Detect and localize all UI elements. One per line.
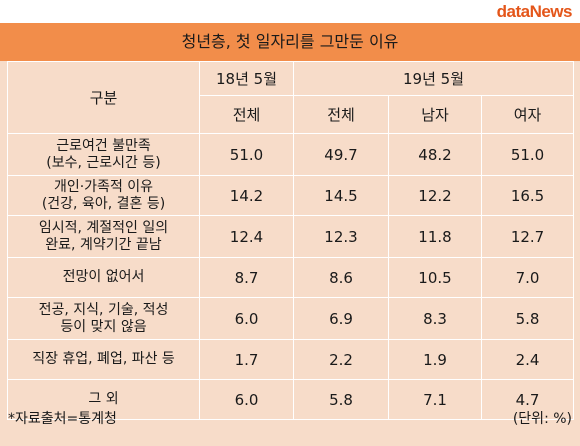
table-cell: 8.3 [388, 297, 482, 340]
header-category: 구분 [7, 61, 200, 134]
table-cell: 49.7 [293, 133, 389, 176]
table-row: 근로여건 불만족 (보수, 근로시간 등) 51.0 49.7 48.2 51.0 [7, 133, 575, 176]
table-cell: 2.2 [293, 339, 389, 380]
table-cell: 8.6 [293, 257, 389, 298]
table-cell: 48.2 [388, 133, 482, 176]
table-cell: 16.5 [480, 175, 575, 216]
chart-title: 청년층, 첫 일자리를 그만둔 이유 [0, 23, 580, 61]
row-label: 개인·가족적 이유 (건강, 육아, 결혼 등) [7, 175, 200, 216]
table-row: 개인·가족적 이유 (건강, 육아, 결혼 등) 14.2 14.5 12.2 1… [7, 175, 575, 216]
table-cell: 4.7 [480, 379, 575, 420]
table-cell: 6.0 [199, 297, 294, 340]
row-label: 근로여건 불만족 (보수, 근로시간 등) [7, 133, 200, 176]
table-row: 전망이 없어서 8.7 8.6 10.5 7.0 [7, 257, 575, 298]
data-table: 구분 18년 5월 19년 5월 전체 전체 남자 여자 근로여건 불만족 (보수… [7, 61, 575, 420]
header-period-2018: 18년 5월 [199, 61, 294, 96]
table-row: 임시적, 계절적인 일의 완료, 계약기간 끝남 12.4 12.3 11.8 1… [7, 215, 575, 258]
table-cell: 5.8 [480, 297, 575, 340]
header-2019-male: 남자 [388, 95, 482, 134]
table-cell: 51.0 [199, 133, 294, 176]
row-label: 그 외 [7, 379, 200, 420]
table-cell: 14.5 [293, 175, 389, 216]
table-cell: 1.7 [199, 339, 294, 380]
header-2018-total: 전체 [199, 95, 294, 134]
table-row: 전공, 지식, 기술, 적성 등이 맞지 않음 6.0 6.9 8.3 5.8 [7, 297, 575, 340]
table-cell: 10.5 [388, 257, 482, 298]
source-note: *자료출처=통계청 [8, 411, 117, 427]
row-label: 임시적, 계절적인 일의 완료, 계약기간 끝남 [7, 215, 200, 258]
table-cell: 7.1 [388, 379, 482, 420]
table-cell: 7.0 [480, 257, 575, 298]
table-cell: 11.8 [388, 215, 482, 258]
datanews-logo: dataNews [496, 2, 573, 21]
table-cell: 5.8 [293, 379, 389, 420]
table-cell: 6.9 [293, 297, 389, 340]
row-label: 직장 휴업, 폐업, 파산 등 [7, 339, 200, 380]
table-cell: 8.7 [199, 257, 294, 298]
table-cell: 12.4 [199, 215, 294, 258]
row-label: 전공, 지식, 기술, 적성 등이 맞지 않음 [7, 297, 200, 340]
table-cell: 1.9 [388, 339, 482, 380]
table-cell: 12.2 [388, 175, 482, 216]
table-cell: 2.4 [480, 339, 575, 380]
table-row: 그 외 6.0 5.8 7.1 4.7 [7, 379, 575, 420]
unit-note: (단위: %) [512, 411, 572, 427]
table-cell: 12.7 [480, 215, 575, 258]
table-cell: 6.0 [199, 379, 294, 420]
row-label: 전망이 없어서 [7, 257, 200, 298]
table-cell: 14.2 [199, 175, 294, 216]
table-row: 직장 휴업, 폐업, 파산 등 1.7 2.2 1.9 2.4 [7, 339, 575, 380]
table-cell: 51.0 [480, 133, 575, 176]
header-2019-total: 전체 [293, 95, 389, 134]
header-2019-female: 여자 [480, 95, 575, 134]
header-period-2019: 19년 5월 [292, 61, 575, 96]
table-cell: 12.3 [293, 215, 389, 258]
